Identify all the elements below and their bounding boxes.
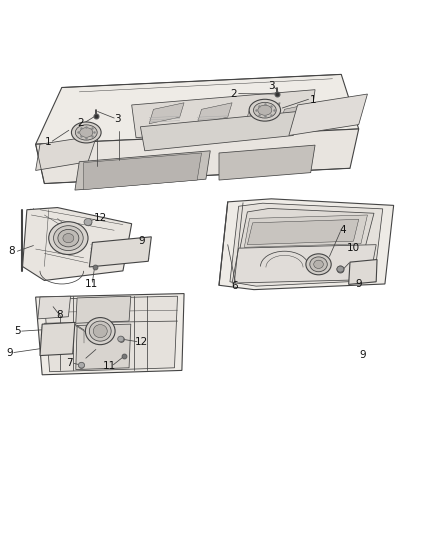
Polygon shape xyxy=(245,103,280,124)
Polygon shape xyxy=(219,199,394,289)
Text: 6: 6 xyxy=(231,281,237,291)
Ellipse shape xyxy=(89,321,111,341)
Polygon shape xyxy=(84,153,201,190)
Text: 12: 12 xyxy=(135,337,148,347)
Polygon shape xyxy=(244,215,367,247)
Ellipse shape xyxy=(53,225,83,251)
Text: 8: 8 xyxy=(8,246,15,256)
Text: 4: 4 xyxy=(339,225,346,235)
Ellipse shape xyxy=(58,229,79,247)
Ellipse shape xyxy=(306,254,331,275)
Polygon shape xyxy=(35,135,97,171)
Text: 11: 11 xyxy=(85,279,98,289)
Text: 7: 7 xyxy=(67,358,73,368)
Text: 9: 9 xyxy=(6,348,13,358)
Ellipse shape xyxy=(71,122,101,143)
Ellipse shape xyxy=(63,233,74,243)
Ellipse shape xyxy=(249,99,281,121)
Text: 8: 8 xyxy=(56,310,63,319)
Polygon shape xyxy=(40,322,75,356)
Ellipse shape xyxy=(118,336,124,342)
Polygon shape xyxy=(289,94,367,135)
Ellipse shape xyxy=(80,128,93,138)
Text: 10: 10 xyxy=(347,243,360,253)
Polygon shape xyxy=(197,103,232,124)
Text: 2: 2 xyxy=(77,118,84,128)
Ellipse shape xyxy=(84,219,92,225)
Polygon shape xyxy=(35,75,359,144)
Text: 1: 1 xyxy=(45,137,51,147)
Polygon shape xyxy=(280,103,315,124)
Polygon shape xyxy=(75,151,210,190)
Polygon shape xyxy=(219,145,315,180)
Text: 1: 1 xyxy=(310,95,317,104)
Ellipse shape xyxy=(85,318,115,345)
Ellipse shape xyxy=(314,260,323,269)
Text: 9: 9 xyxy=(360,350,367,360)
Ellipse shape xyxy=(258,105,272,115)
Text: 11: 11 xyxy=(102,361,116,371)
Text: 3: 3 xyxy=(268,81,275,91)
Ellipse shape xyxy=(310,257,327,272)
Ellipse shape xyxy=(49,222,88,254)
Polygon shape xyxy=(35,129,359,183)
Polygon shape xyxy=(240,208,374,252)
Ellipse shape xyxy=(254,102,276,118)
Polygon shape xyxy=(141,111,297,151)
Text: 12: 12 xyxy=(94,214,107,223)
Ellipse shape xyxy=(93,325,107,338)
Ellipse shape xyxy=(337,266,344,272)
Polygon shape xyxy=(132,90,315,138)
Polygon shape xyxy=(149,103,184,124)
Polygon shape xyxy=(35,294,184,375)
Text: 9: 9 xyxy=(138,236,145,246)
Polygon shape xyxy=(22,207,132,280)
Polygon shape xyxy=(44,296,177,372)
Text: 3: 3 xyxy=(114,114,121,124)
Text: 9: 9 xyxy=(355,279,362,289)
Polygon shape xyxy=(76,296,131,323)
Polygon shape xyxy=(76,324,131,369)
Polygon shape xyxy=(232,245,376,283)
Ellipse shape xyxy=(75,125,97,140)
Polygon shape xyxy=(230,203,383,286)
Polygon shape xyxy=(38,296,71,319)
Polygon shape xyxy=(89,237,151,267)
Ellipse shape xyxy=(78,362,85,368)
Polygon shape xyxy=(247,220,359,245)
Polygon shape xyxy=(349,260,377,285)
Text: 5: 5 xyxy=(14,326,21,336)
Text: 2: 2 xyxy=(230,88,237,99)
